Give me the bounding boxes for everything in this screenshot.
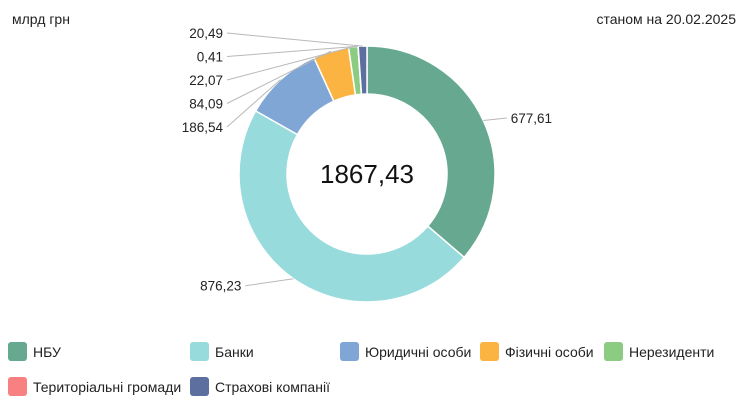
center-total-label: 1867,43 [320,159,414,189]
data-label-6: 0,41 [197,50,223,65]
leader-line-4 [226,50,332,104]
leader-line-2 [245,278,294,287]
leader-line-7 [226,32,363,47]
leader-line-5 [226,46,354,81]
unit-label: млрд грн [12,11,70,27]
slice-1[interactable] [366,45,496,259]
leader-line-6 [226,45,359,57]
legend-label: Юридичні особи [365,343,472,360]
as-of-date: станом на 20.02.2025 [596,11,736,27]
legend-swatch [190,342,209,361]
data-label-2: 876,23 [200,279,241,294]
legend-label: НБУ [33,343,61,360]
legend-label: Фізичні особи [505,343,594,360]
legend-swatch [604,342,623,361]
legend-swatch [8,377,27,396]
leader-line-3 [226,79,281,128]
data-label-5: 22,07 [189,73,223,88]
legend-label: Нерезиденти [629,343,715,360]
data-label-7: 20,49 [189,26,223,41]
legend-label: Страхові компанії [215,378,330,395]
legend-swatch [8,342,27,361]
donut-chart: 1867,43 677,61 876,23 20,49 0,41 22,07 84,09 18… [182,26,552,303]
legend-label: Банки [215,343,254,360]
legend-item-6[interactable]: Територіальні громади [8,377,181,396]
legend-swatch [480,342,499,361]
legend-item-5[interactable]: Нерезиденти [604,342,714,361]
slice-2[interactable] [238,109,466,303]
data-label-3: 186,54 [182,120,224,135]
legend-item-2[interactable]: Банки [190,342,254,361]
legend-item-1[interactable]: НБУ [8,342,61,361]
data-label-4: 84,09 [189,97,223,112]
legend-item-3[interactable]: Юридичні особи [340,342,471,361]
legend-swatch [190,377,209,396]
legend-item-4[interactable]: Фізичні особи [480,342,594,361]
data-label-1: 677,61 [511,111,552,126]
leader-line-1 [483,117,507,122]
legend-label: Територіальні громади [33,378,182,395]
legend-item-7[interactable]: Страхові компанії [190,377,330,396]
legend-swatch [340,342,359,361]
